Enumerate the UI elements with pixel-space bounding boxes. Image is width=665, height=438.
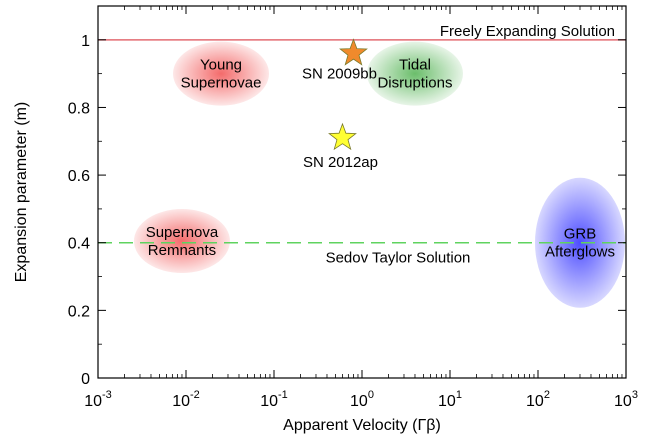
region-ellipse-2 — [133, 209, 230, 274]
x-tick-label-6: 103 — [614, 389, 638, 410]
region-label-3: GRB Afterglows — [545, 226, 615, 261]
y-tick-label-3: 0.6 — [68, 168, 90, 185]
points-layer — [328, 38, 368, 151]
y-tick-label-0: 0 — [81, 371, 90, 388]
regions-layer — [133, 41, 625, 308]
region-ellipse-1 — [366, 41, 463, 106]
x-tick-label-1: 10-2 — [172, 389, 200, 410]
region-label-1: Tidal Disruptions — [377, 57, 452, 92]
point-label-0: SN 2009bb — [302, 65, 377, 82]
y-tick-label-2: 0.4 — [68, 236, 90, 253]
region-label-2: Supernova Remnants — [146, 224, 219, 259]
y-tick-label-5: 1 — [81, 33, 90, 50]
region-ellipse-3 — [534, 177, 625, 308]
x-axis-title: Apparent Velocity (Γβ) — [283, 417, 441, 434]
star-marker-0 — [339, 38, 368, 66]
sedov-taylor-label: Sedov Taylor Solution — [326, 250, 471, 267]
x-tick-label-0: 10-3 — [84, 389, 112, 410]
freely-expanding-label: Freely Expanding Solution — [440, 23, 615, 40]
region-label-0: Young Supernovae — [181, 57, 262, 92]
x-tick-label-2: 10-1 — [260, 389, 288, 410]
ticks-layer: 10-3 10-2 10-1 100 101 102 103 0 0.2 0.4 0.6 0.8 1 — [68, 5, 638, 410]
x-tick-label-4: 101 — [438, 389, 462, 410]
reference-lines-layer — [98, 39, 626, 244]
point-label-1: SN 2012ap — [303, 154, 378, 171]
region-ellipse-0 — [173, 41, 270, 106]
y-axis-title: Expansion parameter (m) — [13, 102, 30, 283]
y-tick-label-1: 0.2 — [68, 303, 90, 320]
x-tick-label-3: 100 — [350, 389, 374, 410]
y-tick-label-4: 0.8 — [68, 100, 90, 117]
star-marker-1 — [328, 122, 357, 151]
x-tick-label-5: 102 — [526, 389, 550, 410]
annotations-layer: Young Supernovae Tidal Disruptions Supernova… — [146, 23, 615, 267]
